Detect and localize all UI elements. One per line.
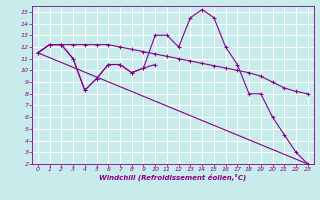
X-axis label: Windchill (Refroidissement éolien,°C): Windchill (Refroidissement éolien,°C) xyxy=(99,174,246,181)
